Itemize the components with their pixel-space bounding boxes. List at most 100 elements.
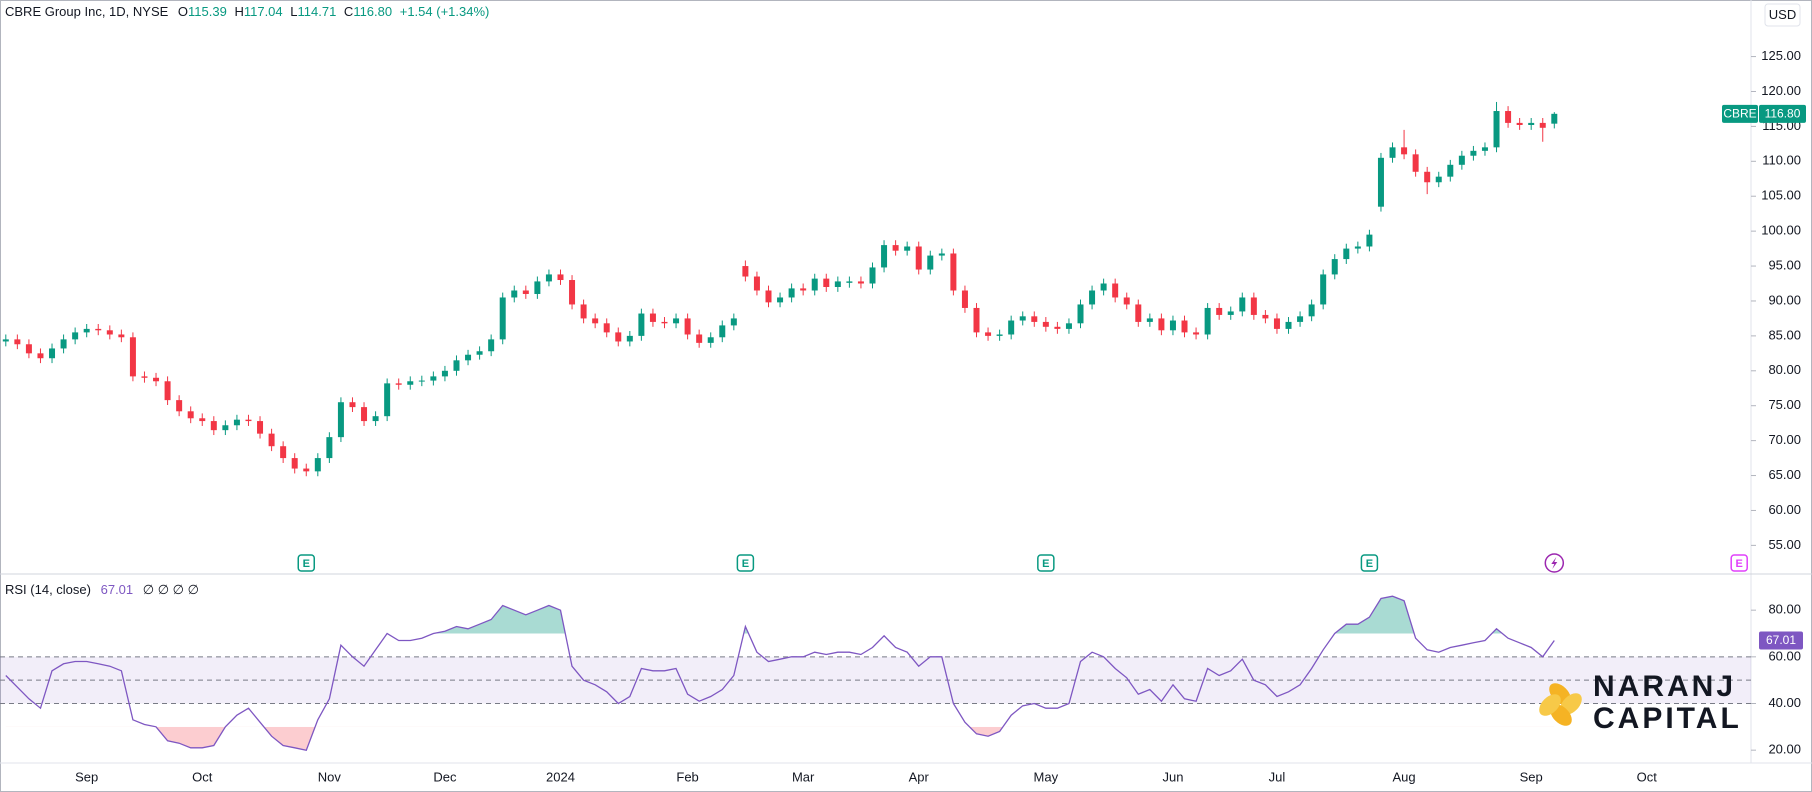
logo-text: CAPITAL xyxy=(1593,702,1742,735)
earnings-label: E xyxy=(1736,558,1743,570)
candle-body xyxy=(1366,234,1373,247)
price-tag xyxy=(1759,104,1806,123)
y-tick-label: 80.00 xyxy=(1768,362,1801,377)
candle-body xyxy=(72,332,79,340)
candle-body xyxy=(326,437,333,459)
candle-body xyxy=(141,376,148,378)
y-tick-label: 95.00 xyxy=(1768,257,1801,272)
logo-text: NARANJ xyxy=(1593,670,1736,703)
currency[interactable]: USD xyxy=(1769,7,1796,22)
candle-body xyxy=(49,348,56,359)
rsi-tag-label: 67.01 xyxy=(1766,633,1796,647)
candle-body xyxy=(1389,147,1396,158)
candle-body xyxy=(83,328,90,333)
candle-body xyxy=(1377,157,1384,207)
candle-body xyxy=(569,280,576,305)
candle-body xyxy=(892,245,899,251)
x-tick-label: Sep xyxy=(1520,769,1543,784)
price-tag-name: CBRE xyxy=(1723,106,1756,120)
candle-body xyxy=(673,318,680,324)
candle-body xyxy=(603,323,610,333)
candle-body xyxy=(1146,318,1153,322)
candle-body xyxy=(684,318,691,335)
ohlc-value: 115.39 xyxy=(188,4,227,19)
candle-body xyxy=(187,411,194,419)
logo-petal xyxy=(1539,694,1561,716)
candle-body xyxy=(268,433,275,447)
rsi-legend: RSI (14, close) 67.01 ∅ ∅ ∅ ∅ xyxy=(5,582,199,597)
candle-body xyxy=(106,330,113,335)
currency-button[interactable] xyxy=(1764,3,1801,27)
candle-body xyxy=(788,288,795,298)
rsi-y-tick-label: 80.00 xyxy=(1768,602,1801,617)
candle-body xyxy=(153,377,160,382)
candle-body xyxy=(834,281,841,287)
candle-body xyxy=(1516,122,1523,125)
candle-body xyxy=(430,376,437,381)
earnings-marker xyxy=(1730,554,1748,572)
candle-body xyxy=(615,332,622,342)
candle-body xyxy=(372,416,379,422)
candle-body xyxy=(488,339,495,352)
candle-body xyxy=(314,458,321,472)
candle-body xyxy=(730,318,737,326)
candle-body xyxy=(753,276,760,291)
ohlc-value: 117.04 xyxy=(244,4,283,19)
candle-body xyxy=(349,402,356,408)
candle-body xyxy=(1135,304,1142,322)
rsi-title: RSI (14, close) xyxy=(5,582,91,597)
y-tick-label: 90.00 xyxy=(1768,292,1801,307)
symbol: CBRE Group Inc, 1D, NYSE xyxy=(5,4,169,19)
rsi-tag xyxy=(1759,631,1803,650)
candle-body xyxy=(522,290,529,294)
candle-body xyxy=(1273,318,1280,329)
ohlc-value: 114.71 xyxy=(298,4,337,19)
y-tick-label: 110.00 xyxy=(1762,153,1801,168)
y-tick-label: 125.00 xyxy=(1761,48,1801,63)
candle-body xyxy=(707,337,714,343)
candle-body xyxy=(164,381,171,401)
candle-body xyxy=(1100,283,1107,291)
candle-body xyxy=(291,458,298,469)
rsi-extras: ∅ ∅ ∅ ∅ xyxy=(143,582,199,597)
candle-body xyxy=(1308,304,1315,317)
logo: NARANJ CAPITAL xyxy=(1539,670,1742,735)
candle-body xyxy=(1470,150,1477,156)
candle-body xyxy=(1077,304,1084,324)
candle-body xyxy=(14,339,21,345)
price-tag-label: 116.80 xyxy=(1765,106,1801,120)
candle-body xyxy=(1551,113,1558,124)
candle-body xyxy=(1458,155,1465,165)
candle-body xyxy=(961,290,968,308)
x-tick-label: Sep xyxy=(75,769,98,784)
dividend-icon xyxy=(1551,557,1558,569)
candle-body xyxy=(1331,259,1338,275)
rsi-y-tick-label: 20.00 xyxy=(1768,742,1801,757)
rsi-y-tick-label: 60.00 xyxy=(1768,648,1801,663)
candle-body xyxy=(233,419,240,426)
earnings-label: E xyxy=(303,558,310,570)
candle-body xyxy=(904,246,911,251)
candle-body xyxy=(25,344,32,354)
x-tick-label: Oct xyxy=(1637,769,1658,784)
x-tick-label: Mar xyxy=(792,769,815,784)
x-tick-label: Nov xyxy=(318,769,342,784)
candle-body xyxy=(626,335,633,342)
candle-body xyxy=(1089,290,1096,305)
candle-body xyxy=(1250,297,1257,315)
candle-body xyxy=(1285,321,1292,329)
candle-body xyxy=(1216,307,1223,315)
candle-body xyxy=(245,419,252,422)
candle-body xyxy=(361,407,368,422)
candle-body xyxy=(1054,326,1061,329)
candle-body xyxy=(95,328,102,331)
change: +1.54 (+1.34%) xyxy=(400,4,490,19)
candle-body xyxy=(118,334,125,338)
candle-body xyxy=(1297,316,1304,322)
candle-body xyxy=(1042,321,1049,327)
x-tick-label: Apr xyxy=(909,769,930,784)
candle-body xyxy=(996,334,1003,336)
y-tick-label: 120.00 xyxy=(1761,83,1801,98)
earnings-marker xyxy=(1037,554,1055,572)
